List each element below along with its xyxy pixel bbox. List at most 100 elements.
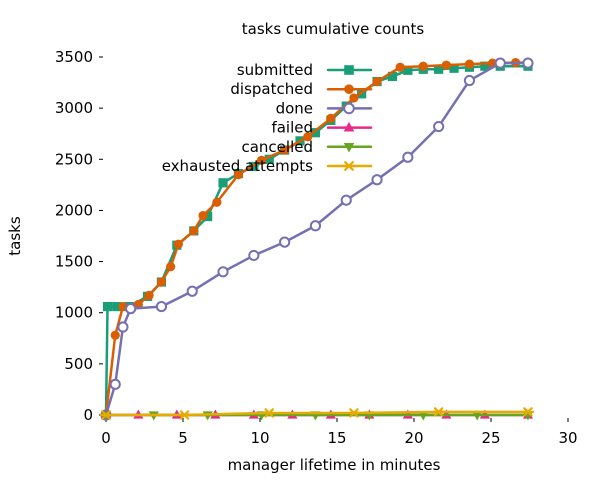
series-point-1-12: [256, 155, 267, 165]
legend-marker-5: [342, 161, 356, 171]
x-axis-label: manager lifetime in minutes: [228, 456, 441, 474]
series-point-1-6: [166, 262, 176, 272]
series-point-1-15: [326, 113, 336, 123]
series-point-2-14: [463, 74, 476, 87]
legend-item-1: dispatched: [230, 80, 373, 98]
series-point-5-0-stroke-2: [101, 410, 111, 420]
x-tick-label-5: 25: [481, 429, 500, 447]
y-axis-label: tasks: [6, 216, 24, 256]
legend-item-4: cancelled: [241, 138, 373, 156]
series-line-1: [104, 61, 530, 417]
series-0: [101, 61, 533, 420]
legend-label-2: done: [276, 99, 313, 117]
x-tick-label-3: 15: [327, 429, 346, 447]
series-point-5-5-stroke-2: [523, 407, 533, 417]
series-point-2-11: [371, 174, 383, 186]
series-line-2: [104, 61, 530, 417]
series-point-1-4: [144, 290, 154, 300]
x-tick-label-0: 0: [101, 429, 111, 447]
series-point-0-26: [480, 61, 490, 71]
series-point-2-1: [109, 378, 121, 390]
legend-marker-0: [344, 65, 354, 75]
series-point-5-4: [432, 407, 445, 417]
series-point-5-4-stroke-2: [433, 407, 444, 417]
series-line-0: [104, 64, 530, 417]
series-point-5-0: [99, 410, 113, 420]
series-point-1-14: [303, 132, 313, 142]
series-layer: [99, 57, 535, 421]
series-point-1-19: [418, 61, 428, 71]
series-point-5-2: [263, 408, 276, 418]
series-point-2-2: [117, 321, 129, 333]
legend-label-5: exhausted attempts: [162, 157, 313, 175]
y-tick-label-0: 0: [83, 406, 93, 424]
series-point-0-24: [449, 63, 459, 73]
series-point-4-7: [472, 411, 483, 421]
series-point-2-15: [494, 57, 506, 69]
series-point-1-5: [156, 277, 167, 287]
series-point-1-10: [212, 197, 222, 207]
series-point-2-5: [186, 285, 198, 297]
series-point-0-23: [434, 64, 444, 74]
legend-item-5: exhausted attempts: [162, 157, 373, 175]
series-point-1-13: [280, 145, 290, 155]
series-point-5-3: [347, 408, 361, 418]
x-tick-label-2: 10: [250, 429, 269, 447]
series-point-0-2: [112, 301, 122, 312]
series-point-1-1: [110, 330, 120, 340]
series-point-2-10: [340, 194, 352, 206]
x-tick-label-6: 30: [558, 429, 577, 447]
series-point-2-8: [279, 236, 291, 248]
series-point-1-20: [441, 60, 451, 70]
legend-item-0: submitted: [237, 61, 373, 79]
series-point-1-11: [233, 170, 244, 180]
series-point-0-1: [102, 301, 113, 312]
y-tick-label-7: 3500: [55, 48, 93, 66]
series-point-0-12: [264, 154, 274, 164]
series-point-0-15: [310, 128, 321, 138]
series-point-0-20: [387, 71, 398, 82]
legend-marker-5-stroke-2: [344, 161, 354, 171]
series-point-2-13: [433, 120, 445, 133]
series-point-2-7: [248, 249, 260, 262]
legend-label-0: submitted: [237, 61, 313, 79]
series-point-1-18: [395, 62, 405, 72]
series-point-1-17: [372, 76, 382, 87]
series-point-2-4: [155, 300, 168, 313]
series-point-1-21: [464, 59, 475, 69]
legend-marker-1: [344, 84, 354, 94]
series-point-0-21: [403, 65, 413, 75]
series-5: [99, 407, 535, 420]
y-tick-label-3: 1500: [55, 253, 93, 271]
series-point-2-3: [125, 303, 137, 315]
x-tick-label-1: 5: [178, 429, 188, 447]
series-point-0-9: [218, 178, 228, 188]
legend-marker-3: [343, 121, 355, 132]
series-point-5-1: [178, 410, 191, 420]
series-point-5-2-stroke-2: [264, 408, 274, 418]
series-point-1-7: [173, 239, 183, 249]
series-point-1-16: [349, 93, 359, 103]
legend-marker-4: [343, 142, 355, 153]
axes-layer: 0 500 1000 1500 2000 2500 3000 3500 0 5 10 15 20 25 30: [55, 48, 578, 447]
series-line-5: [104, 410, 530, 417]
y-tick-label-2: 1000: [55, 304, 93, 322]
series-point-5-3-stroke-2: [349, 408, 359, 418]
series-point-4-6: [418, 411, 429, 421]
y-tick-label-1: 500: [64, 355, 93, 373]
y-tick-label-4: 2000: [55, 201, 93, 219]
legend-label-4: cancelled: [241, 138, 313, 156]
series-point-5-5: [521, 407, 535, 417]
legend-item-3: failed: [271, 119, 373, 137]
y-tick-label-6: 3000: [55, 99, 93, 117]
series-point-2-6: [217, 266, 229, 278]
series-point-2-9: [309, 220, 322, 232]
series-2: [100, 57, 534, 421]
series-point-5-1-stroke-2: [179, 410, 190, 420]
y-tick-label-5: 2500: [55, 150, 93, 168]
series-point-0-8: [203, 211, 213, 222]
legend-marker-2: [343, 102, 355, 115]
legend-item-2: done: [276, 99, 373, 117]
